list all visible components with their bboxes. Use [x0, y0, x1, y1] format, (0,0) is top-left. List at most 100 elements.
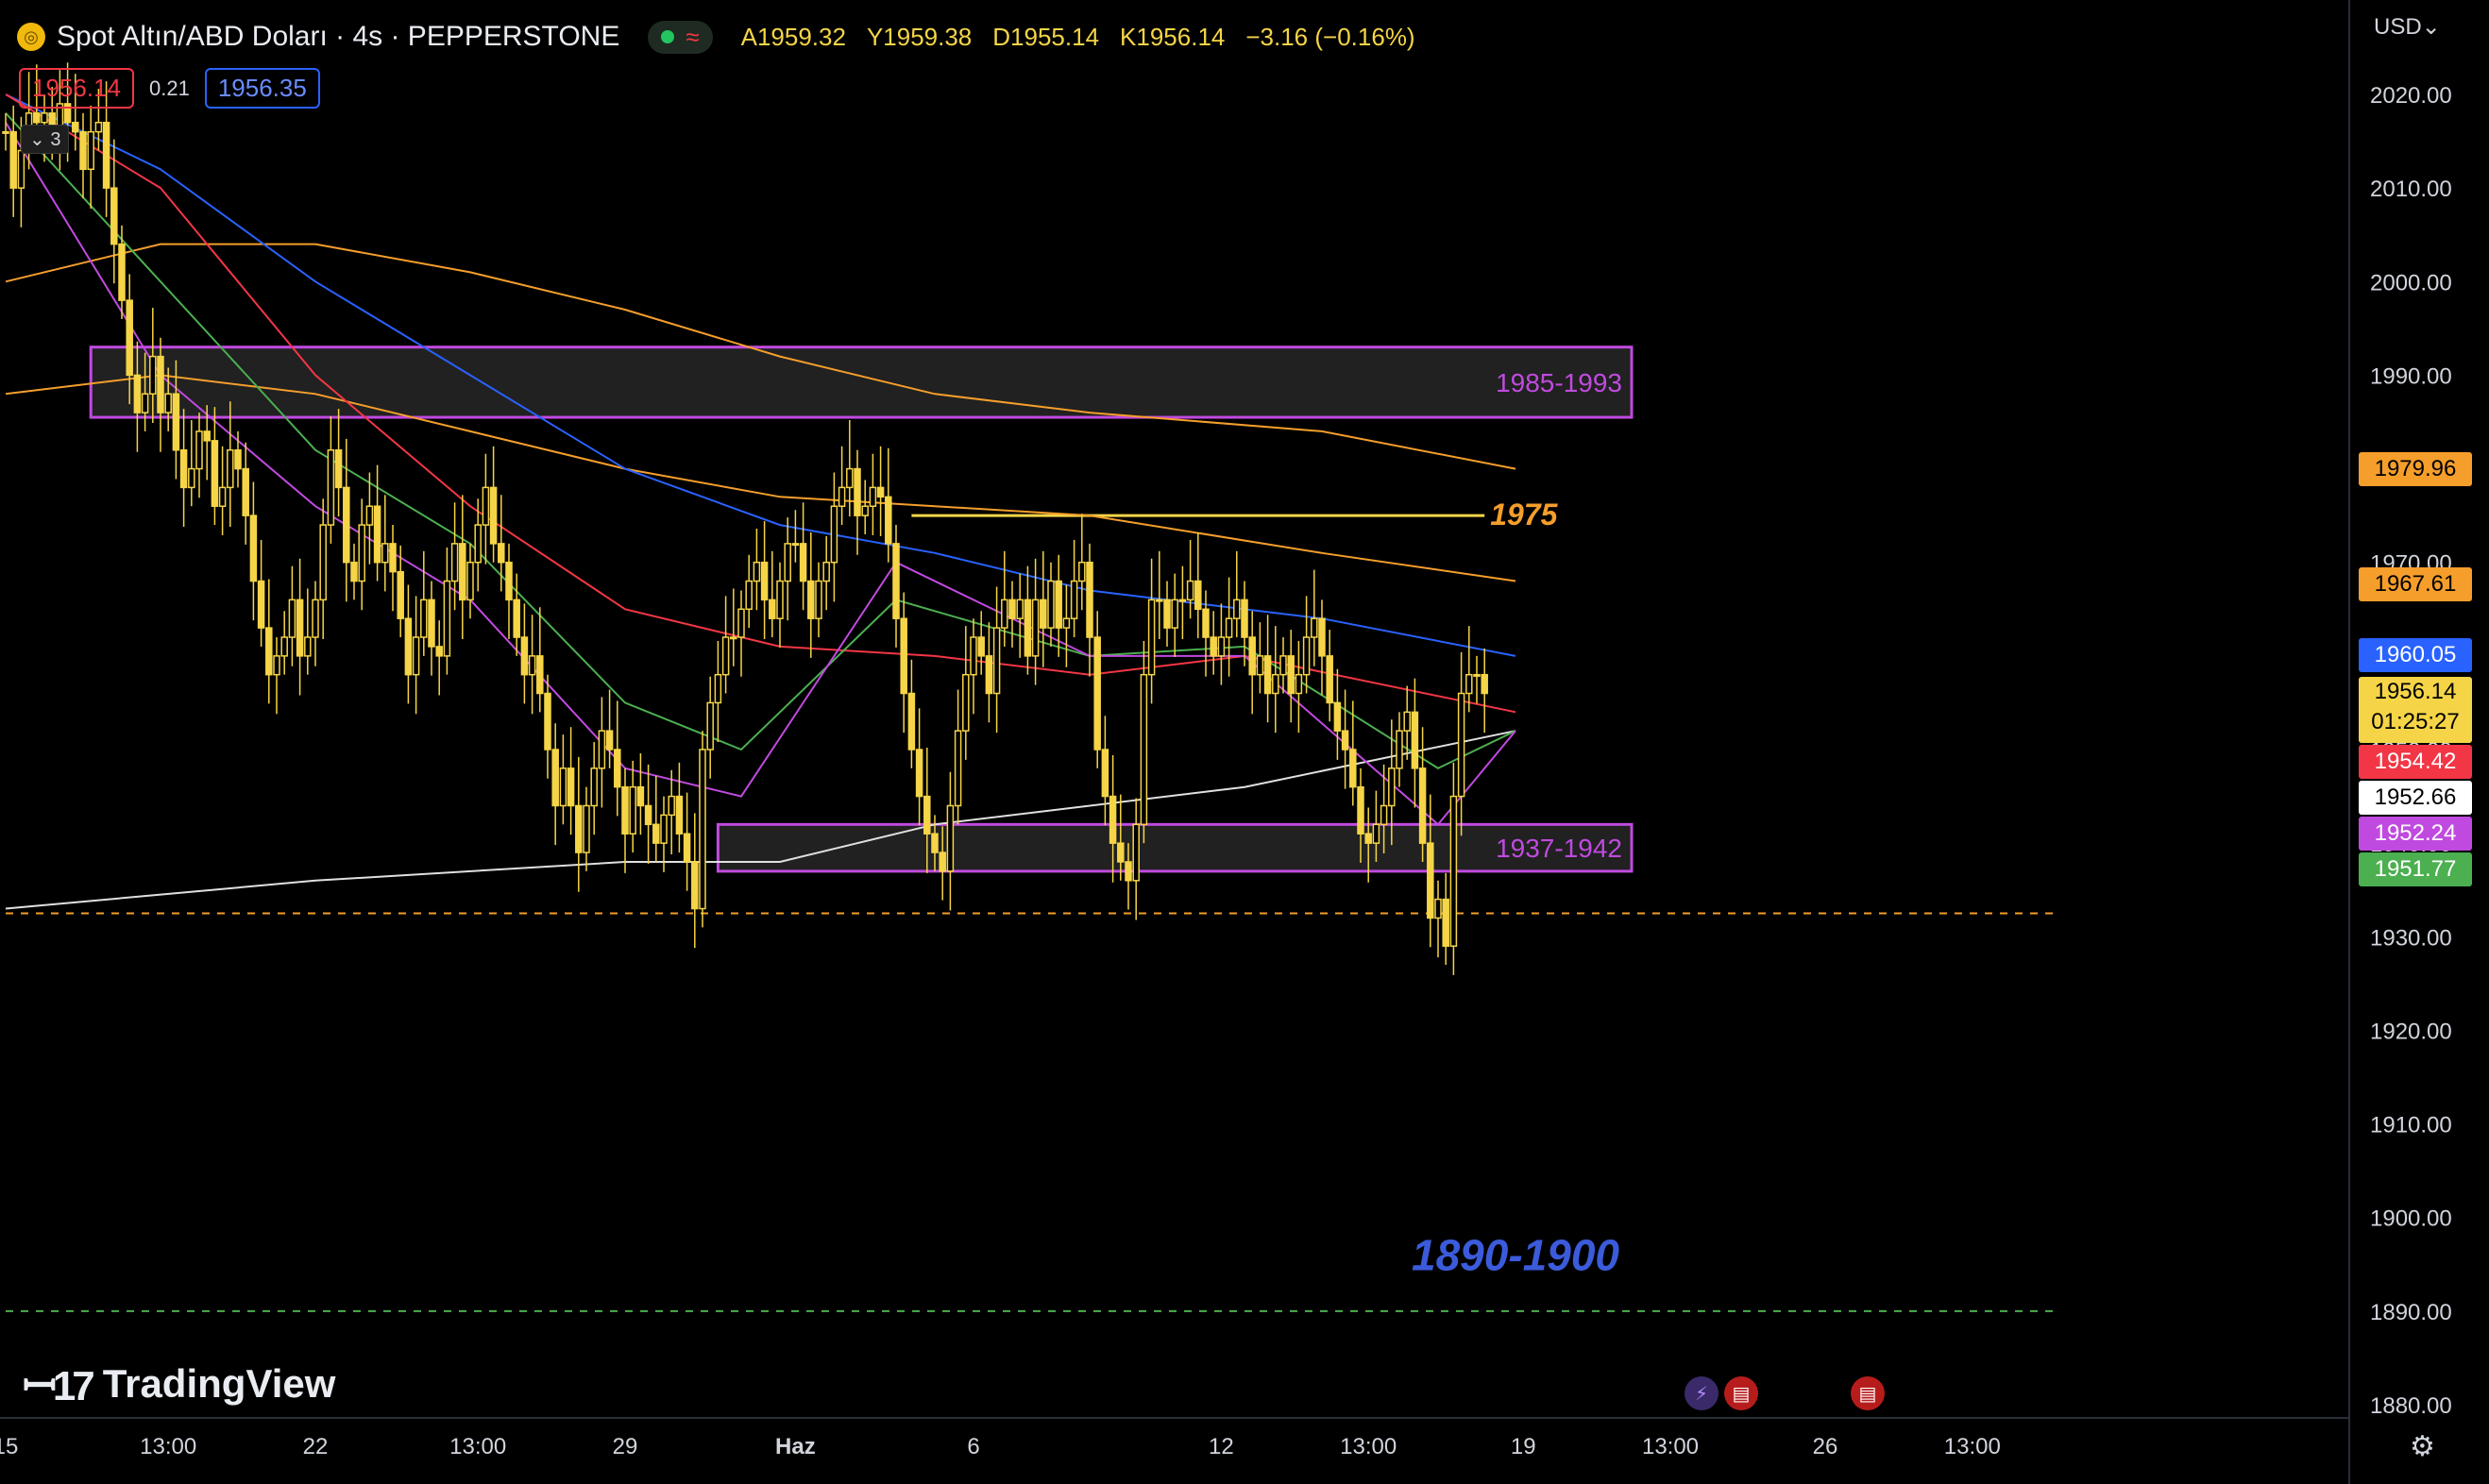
x-tick-label: 13:00 — [1944, 1434, 2001, 1459]
candle-body — [699, 749, 706, 910]
y-tick-label: 1880.00 — [2370, 1393, 2452, 1419]
candle-body — [350, 561, 358, 582]
candle-body — [381, 543, 389, 564]
price-label: 1979.96 — [2359, 451, 2472, 486]
candle-body — [404, 617, 413, 676]
price-label: 1967.61 — [2359, 567, 2472, 602]
candle-body — [931, 833, 939, 853]
symbol-title[interactable]: Spot Altın/ABD Doları · 4s · PEPPERSTONE — [57, 21, 620, 52]
candle-body — [575, 804, 583, 853]
us-flag-icon[interactable]: ▤ — [1724, 1376, 1758, 1410]
ema-line — [5, 112, 1516, 769]
candle-body — [668, 795, 675, 817]
candle-body — [675, 795, 684, 835]
tradingview-logo[interactable]: ꟷ17 TradingView — [23, 1356, 335, 1412]
chevron-down-icon: ⌄ — [2421, 14, 2441, 40]
candle-body — [923, 795, 931, 835]
candle-body — [1140, 673, 1148, 826]
candle-body — [528, 655, 536, 676]
candle-body — [520, 636, 529, 676]
x-tick-label: 13:00 — [449, 1434, 506, 1459]
candle-body — [1263, 655, 1272, 695]
zone-label: 1937-1942 — [1496, 834, 1622, 863]
candle-body — [1008, 599, 1016, 619]
candle-body — [1186, 580, 1194, 601]
market-status[interactable]: ≈ — [648, 20, 713, 54]
candle-body — [17, 149, 25, 189]
candle-body — [334, 448, 343, 489]
candle-body — [567, 767, 575, 807]
candle-body — [505, 561, 513, 601]
candle-body — [1040, 599, 1047, 629]
candle-body — [544, 692, 551, 750]
candle-body — [358, 524, 365, 582]
candle-body — [614, 749, 621, 788]
candle-body — [1279, 655, 1287, 676]
x-tick-label: 19 — [1511, 1434, 1536, 1459]
candle-body — [1403, 711, 1411, 732]
y-tick-label: 2010.00 — [2370, 177, 2452, 202]
candle-body — [218, 486, 227, 507]
candle-body — [304, 636, 312, 657]
candle-body — [1178, 599, 1187, 602]
candle-body — [474, 524, 482, 564]
candle-body — [1256, 655, 1264, 676]
candle-body — [1031, 599, 1040, 657]
x-tick-label: 15 — [0, 1434, 18, 1459]
candle-body — [559, 767, 567, 807]
candle-body — [373, 505, 381, 564]
candle-body — [249, 514, 258, 582]
y-tick-label: 1910.00 — [2370, 1113, 2452, 1138]
candle-body — [420, 599, 428, 638]
candle-body — [9, 130, 17, 189]
candle-body — [1326, 655, 1333, 704]
candle-body — [1070, 580, 1078, 619]
candle-body — [830, 505, 838, 564]
flash-event-icon[interactable]: ⚡ — [1685, 1376, 1719, 1410]
candle-body — [296, 599, 304, 657]
ema-line — [5, 374, 1516, 582]
currency-selector[interactable]: USD⌄ — [2374, 13, 2441, 41]
price-label: 1951.77 — [2359, 852, 2472, 887]
candle-body — [203, 430, 211, 442]
candle-body — [1078, 561, 1086, 582]
indicators-toggle[interactable]: ⌄ 3 — [21, 125, 70, 154]
candle-body — [133, 374, 142, 413]
candle-body — [915, 749, 923, 798]
candle-body — [1388, 767, 1396, 807]
candle-body — [1163, 599, 1171, 629]
sell-button[interactable]: 1956.14 — [19, 68, 134, 109]
candle-body — [227, 448, 234, 489]
candle-body — [900, 617, 907, 695]
ohlc-close: 1956.14 — [1136, 22, 1226, 51]
candle-body — [962, 673, 970, 732]
candle-body — [583, 804, 590, 853]
candle-body — [822, 561, 830, 582]
candle-body — [854, 467, 861, 516]
candle-body — [1047, 580, 1055, 629]
us-flag-icon[interactable]: ▤ — [1851, 1376, 1885, 1410]
candle-body — [1481, 673, 1488, 695]
indicator-count: 3 — [50, 129, 61, 150]
candle-body — [265, 627, 273, 676]
candle-body — [1295, 673, 1303, 695]
settings-icon[interactable]: ⚙ — [2410, 1431, 2435, 1462]
candle-body — [815, 580, 822, 619]
buy-button[interactable]: 1956.35 — [204, 68, 320, 109]
candle-body — [242, 467, 249, 516]
candle-body — [1093, 636, 1101, 750]
candle-body — [1341, 730, 1349, 750]
x-tick-label: 6 — [967, 1434, 979, 1459]
ohlc-open: 1959.32 — [756, 22, 846, 51]
candle-body — [605, 730, 614, 750]
candle-body — [1117, 842, 1125, 863]
candle-body — [280, 636, 288, 657]
ema-line — [5, 243, 1516, 470]
y-tick-label: 1890.00 — [2370, 1300, 2452, 1325]
candle-body — [498, 543, 505, 564]
candle-body — [87, 130, 94, 171]
y-tick-label: 2020.00 — [2370, 83, 2452, 109]
candle-body — [1202, 608, 1210, 638]
price-label: 1952.24 — [2359, 817, 2472, 852]
